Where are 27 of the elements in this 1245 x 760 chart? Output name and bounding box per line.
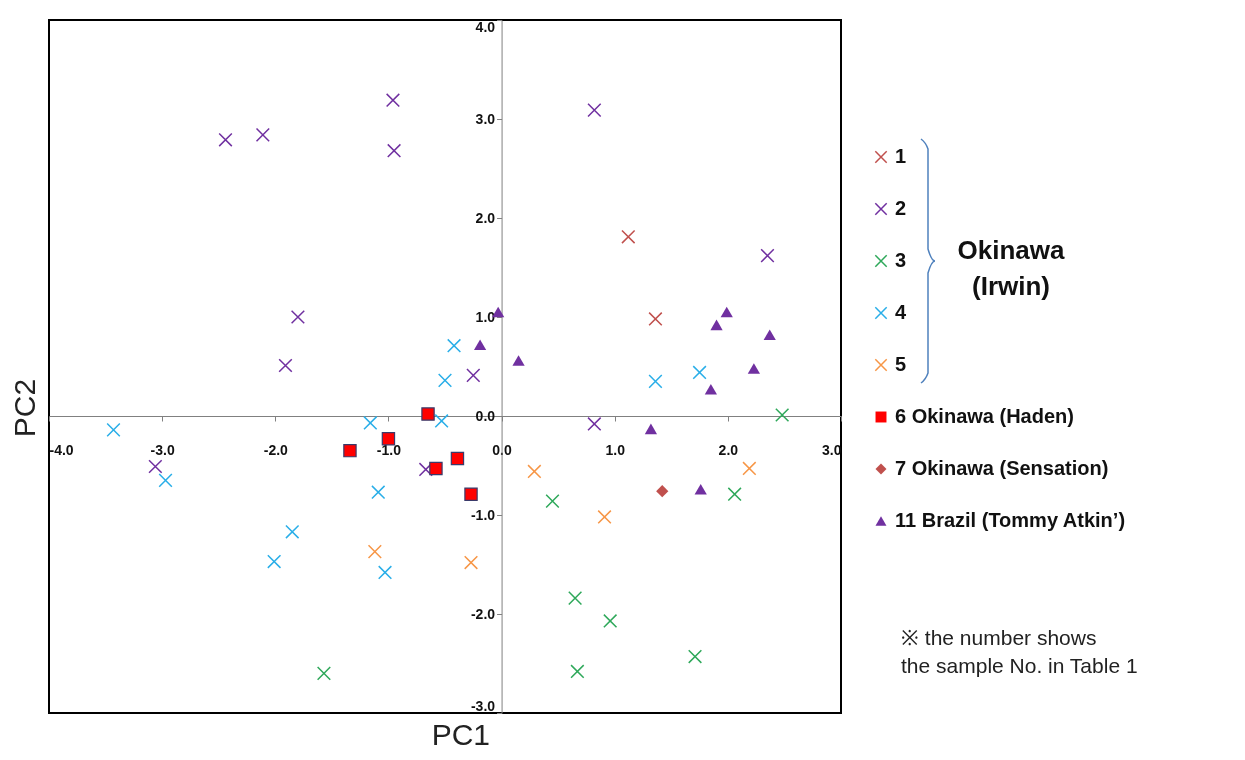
legend-label: 1 xyxy=(895,145,907,167)
text: ※ the number shows the sample No. in Table 1 xyxy=(901,626,1138,677)
y-axis-title: PC2 xyxy=(8,378,41,438)
x-tick-label: -1.0 xyxy=(376,441,402,458)
x-axis-title: PC1 xyxy=(431,718,491,751)
x-tick-label: -2.0 xyxy=(263,441,289,458)
legend-label: 6 Okinawa (Haden) xyxy=(895,405,1074,427)
legend-label: 11 Brazil (Tommy Atkin’) xyxy=(895,509,1126,531)
legend-label: 3 xyxy=(895,249,907,271)
x-tick-label: -3.0 xyxy=(150,441,175,458)
legend-label: 4 xyxy=(895,301,907,323)
x-tick-label: 2.0 xyxy=(718,441,739,458)
y-tick-label: 2.0 xyxy=(475,209,496,226)
y-tick-label: 3.0 xyxy=(475,110,496,127)
y-tick-label: 0.0 xyxy=(475,407,496,424)
legend-label: 5 xyxy=(895,353,907,375)
y-tick-label: -2.0 xyxy=(470,605,496,622)
x-tick-label: 1.0 xyxy=(605,441,626,458)
x-tick-label: 0.0 xyxy=(492,441,513,458)
legend-label: 7 Okinawa (Sensation) xyxy=(895,457,1109,479)
y-tick-label: -3.0 xyxy=(470,697,496,714)
y-tick-label: -1.0 xyxy=(470,506,496,523)
y-tick-label: 4.0 xyxy=(475,18,496,35)
text: Okinawa (Irwin) xyxy=(957,235,1065,301)
legend-label: 2 xyxy=(895,197,907,219)
x-tick-label: -4.0 xyxy=(49,441,74,458)
y-tick-label: 1.0 xyxy=(475,308,496,325)
